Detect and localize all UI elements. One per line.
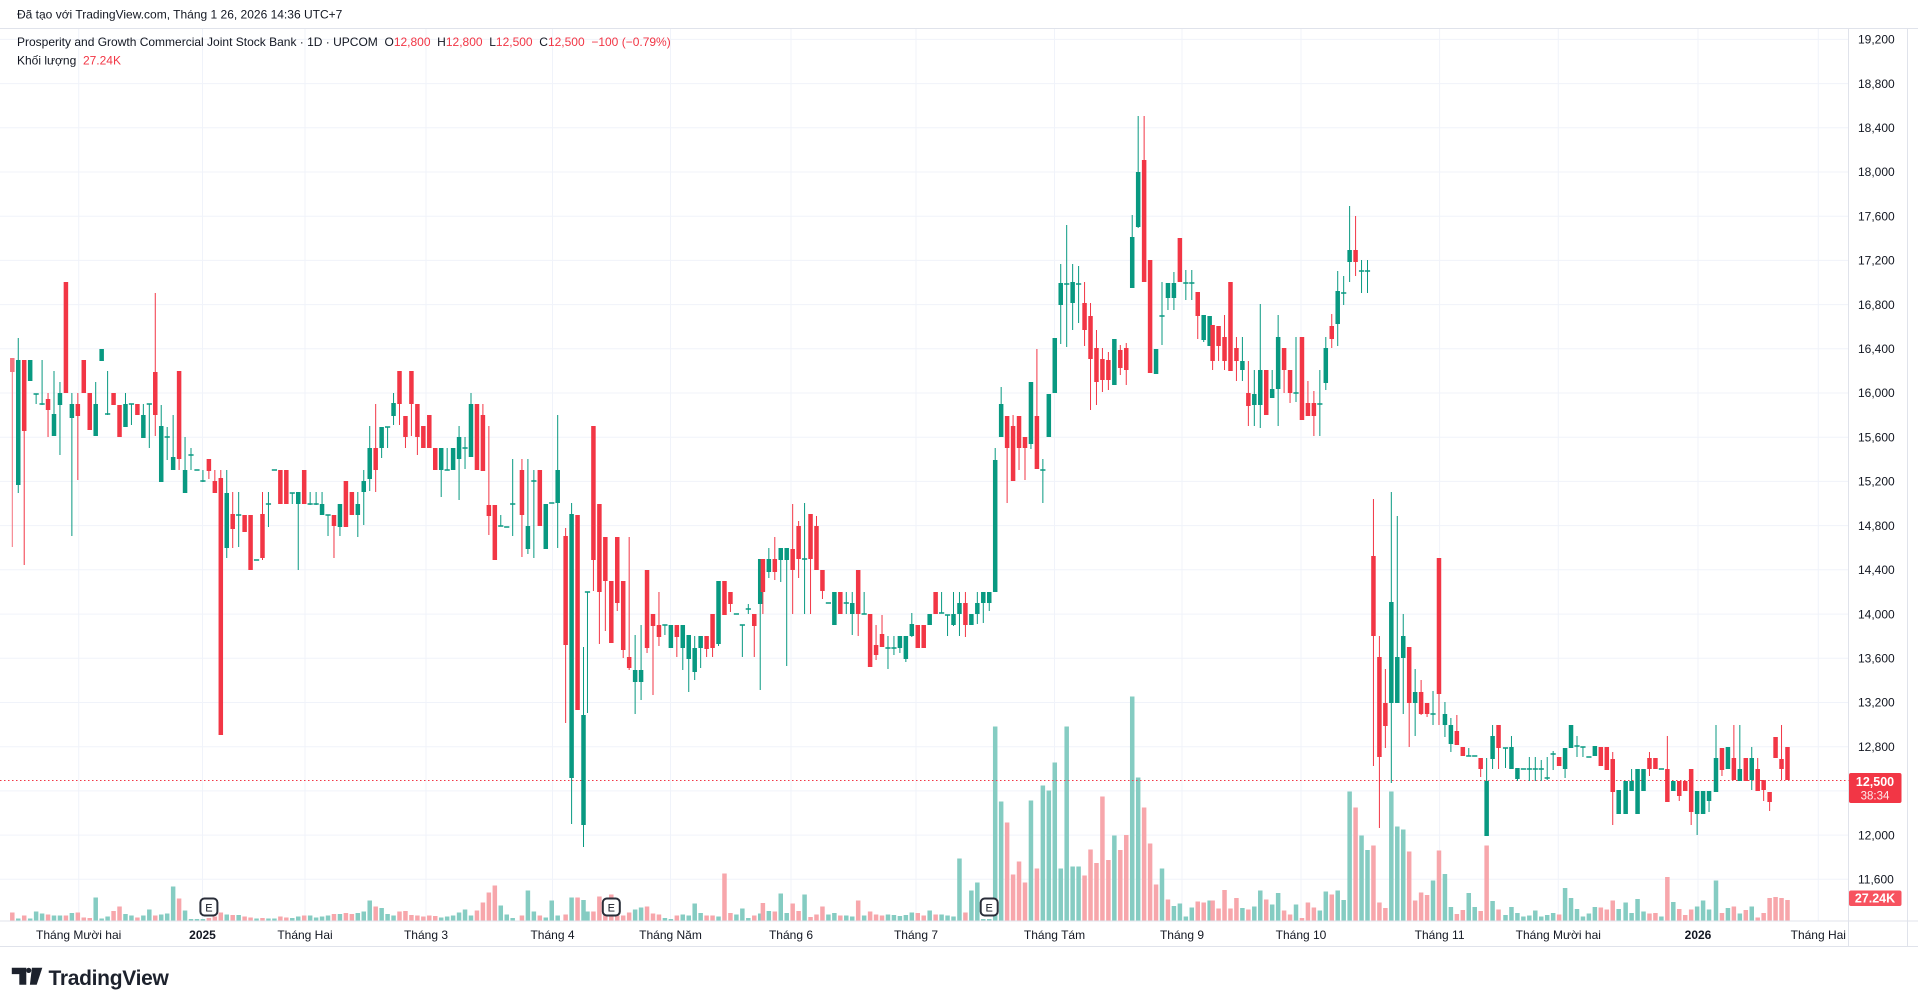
svg-text:Khối lượng 27.24K: Khối lượng 27.24K xyxy=(17,54,121,68)
svg-text:Tháng 4: Tháng 4 xyxy=(530,928,574,942)
svg-text:Tháng 9: Tháng 9 xyxy=(1160,928,1204,942)
svg-text:27.24K: 27.24K xyxy=(1855,892,1895,906)
svg-text:Tháng Mười hai: Tháng Mười hai xyxy=(1516,928,1601,942)
svg-text:Tháng Hai: Tháng Hai xyxy=(1791,928,1846,942)
svg-text:Tháng 6: Tháng 6 xyxy=(769,928,813,942)
svg-text:Prosperity and Growth Commerci: Prosperity and Growth Commercial Joint S… xyxy=(17,35,671,49)
svg-text:TradingView: TradingView xyxy=(49,967,170,990)
svg-text:17,200: 17,200 xyxy=(1858,254,1895,268)
svg-text:16,800: 16,800 xyxy=(1858,298,1895,312)
svg-text:14,000: 14,000 xyxy=(1858,607,1895,621)
svg-text:12,000: 12,000 xyxy=(1858,828,1895,842)
svg-text:E: E xyxy=(608,903,615,915)
svg-text:13,600: 13,600 xyxy=(1858,652,1895,666)
svg-text:14,800: 14,800 xyxy=(1858,519,1895,533)
svg-text:15,200: 15,200 xyxy=(1858,475,1895,489)
svg-text:11,600: 11,600 xyxy=(1858,873,1894,887)
svg-text:Tháng 7: Tháng 7 xyxy=(894,928,938,942)
svg-text:Tháng Năm: Tháng Năm xyxy=(639,928,702,942)
svg-text:38:34: 38:34 xyxy=(1861,791,1890,803)
svg-text:12,800: 12,800 xyxy=(1858,740,1895,754)
svg-text:Tháng Tám: Tháng Tám xyxy=(1024,928,1085,942)
svg-text:2025: 2025 xyxy=(189,928,216,942)
svg-text:Tháng Mười hai: Tháng Mười hai xyxy=(36,928,121,942)
svg-text:E: E xyxy=(986,903,993,915)
svg-text:13,200: 13,200 xyxy=(1858,696,1895,710)
svg-text:19,200: 19,200 xyxy=(1858,33,1895,47)
svg-text:14,400: 14,400 xyxy=(1858,563,1895,577)
svg-text:15,600: 15,600 xyxy=(1858,430,1895,444)
svg-text:18,000: 18,000 xyxy=(1858,165,1895,179)
svg-text:17,600: 17,600 xyxy=(1858,209,1895,223)
svg-text:Tháng Hai: Tháng Hai xyxy=(277,928,332,942)
svg-text:16,400: 16,400 xyxy=(1858,342,1895,356)
svg-text:12,500: 12,500 xyxy=(1856,775,1894,789)
svg-text:2026: 2026 xyxy=(1685,928,1712,942)
svg-text:18,400: 18,400 xyxy=(1858,121,1895,135)
svg-text:Đã tạo với TradingView.com, Th: Đã tạo với TradingView.com, Tháng 1 26, … xyxy=(17,8,343,22)
svg-text:E: E xyxy=(205,903,212,915)
svg-text:18,800: 18,800 xyxy=(1858,77,1895,91)
svg-text:Tháng 3: Tháng 3 xyxy=(404,928,448,942)
svg-text:Tháng 10: Tháng 10 xyxy=(1276,928,1327,942)
svg-text:16,000: 16,000 xyxy=(1858,386,1895,400)
svg-text:Tháng 11: Tháng 11 xyxy=(1415,928,1465,942)
